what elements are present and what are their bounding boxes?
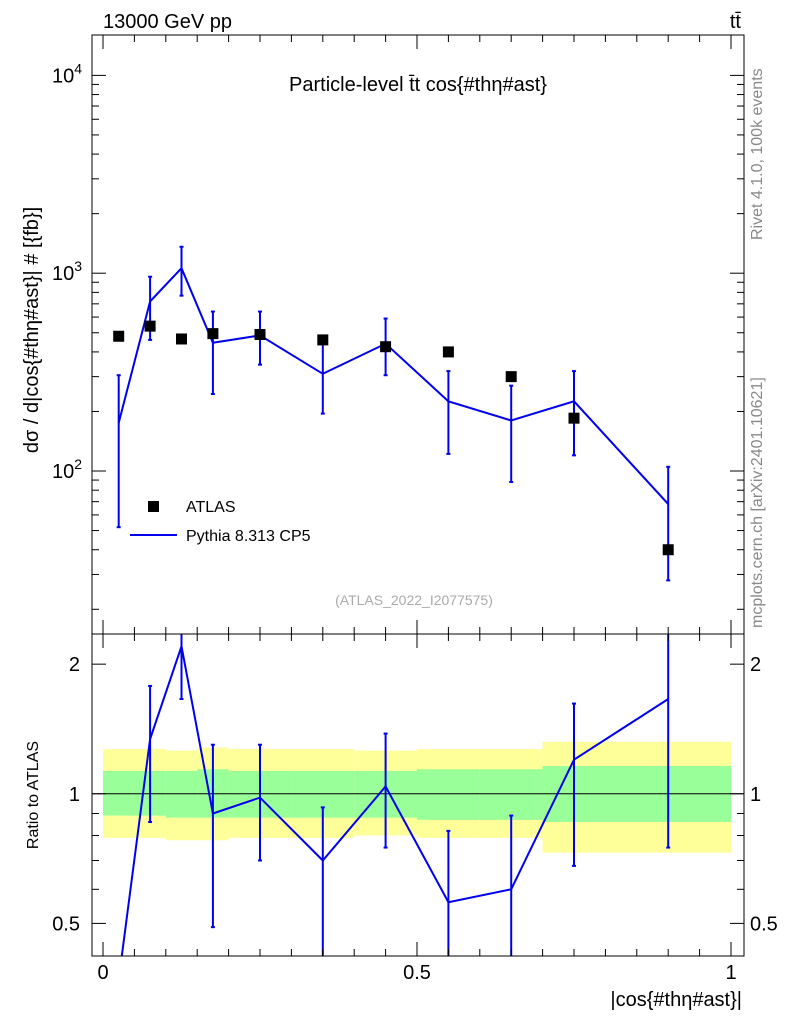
ratio-plot-area <box>92 634 744 956</box>
main-y-tick-label: 103 <box>52 258 82 285</box>
atlas-data-point <box>505 371 517 383</box>
rivet-version-label: Rivet 4.1.0, 100k events <box>749 68 766 240</box>
atlas-data-point <box>317 334 329 346</box>
legend-pythia-label: Pythia 8.313 CP5 <box>186 528 311 545</box>
analysis-watermark: (ATLAS_2022_I2077575) <box>335 592 493 608</box>
ratio-y-axis-label: Ratio to ATLAS <box>25 741 42 849</box>
legend-atlas-marker <box>148 501 159 512</box>
energy-label: 13000 GeV pp <box>103 11 232 33</box>
ratio-y-tick-label: 2 <box>69 654 80 676</box>
main-y-axis-label: dσ / d|cos{#thη#ast}| # [{fb}] <box>21 207 43 453</box>
x-tick-label: 0 <box>97 962 108 984</box>
mcplots-label: mcplots.cern.ch [arXiv:2401.10621] <box>749 377 766 628</box>
pythia-curve <box>117 266 669 505</box>
x-tick-label: 0.5 <box>403 962 431 984</box>
x-tick-label: 1 <box>725 962 736 984</box>
stat-uncertainty-band <box>103 770 135 816</box>
ratio-y-tick-label-right: 1 <box>750 784 761 806</box>
atlas-data-point <box>662 544 674 556</box>
atlas-data-point <box>113 330 125 342</box>
x-axis-label: |cos{#thη#ast}| <box>610 989 742 1011</box>
stat-uncertainty-band <box>165 770 198 818</box>
process-label: tt̄ <box>730 11 742 33</box>
atlas-data-point <box>568 412 580 424</box>
atlas-data-point <box>380 341 392 353</box>
atlas-data-point <box>207 328 219 340</box>
main-title: Particle-level t̄t cos{#thη#ast} <box>289 74 547 96</box>
ratio-axis-ticks: 0.5 0.5 1 1 2 2 0 0.5 1 <box>52 634 778 984</box>
atlas-data-point <box>254 328 266 340</box>
atlas-data-point <box>442 346 454 358</box>
main-y-tick-label: 104 <box>52 60 82 87</box>
ratio-y-tick-label-right: 2 <box>750 654 761 676</box>
atlas-data-point <box>144 320 156 332</box>
ratio-y-tick-label-right: 0.5 <box>750 913 778 935</box>
legend: ATLAS Pythia 8.313 CP5 <box>130 499 311 545</box>
atlas-data-point <box>176 333 187 345</box>
legend-atlas-label: ATLAS <box>186 499 236 516</box>
stat-uncertainty-band <box>479 769 543 820</box>
ratio-y-tick-label: 1 <box>69 784 80 806</box>
main-axis-ticks: 102 103 104 <box>52 35 744 634</box>
stat-uncertainty-band <box>417 769 480 820</box>
ratio-panel-frame <box>91 633 745 957</box>
main-plot-area <box>113 245 674 582</box>
main-y-tick-label: 102 <box>52 456 82 483</box>
ratio-y-tick-label: 0.5 <box>52 913 80 935</box>
